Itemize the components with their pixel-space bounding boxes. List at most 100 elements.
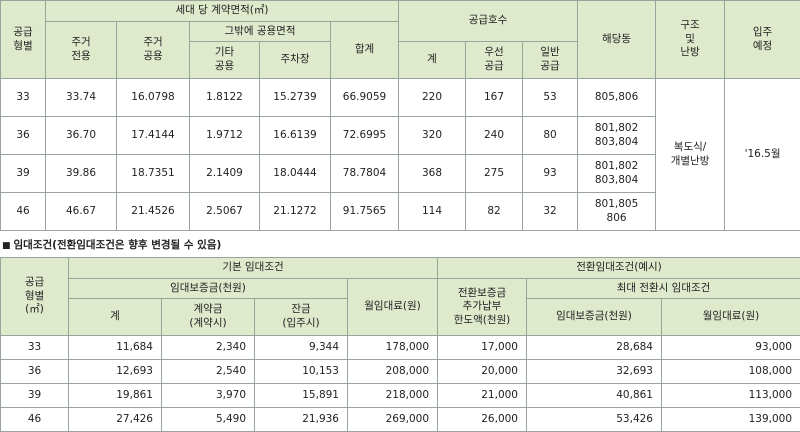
cell-conversion-limit: 21,000: [438, 384, 527, 408]
cell-total-area: 91.7565: [331, 193, 399, 231]
cell-deposit-total: 19,861: [69, 384, 162, 408]
cell-general: 32: [523, 193, 578, 231]
header-other-common: 기타 공용: [190, 42, 260, 79]
cell-res-common: 16.0798: [117, 79, 190, 117]
header-supply-units: 공급호수: [399, 1, 578, 42]
cell-deposit-total: 27,426: [69, 408, 162, 432]
cell-other-common: 2.1409: [190, 155, 260, 193]
cell-max-deposit: 32,693: [527, 360, 662, 384]
cell-type: 46: [1, 193, 46, 231]
rental-conditions-table: 공급 형별 (㎡) 기본 임대조건 전환임대조건(예시) 임대보증금(천원) 월…: [0, 257, 800, 432]
cell-units-total: 220: [399, 79, 466, 117]
header-supply-type: 공급 형별 (㎡): [1, 258, 69, 336]
cell-buildings: 805,806: [578, 79, 656, 117]
supply-area-table: 공급 형별 세대 당 계약면적(㎡) 공급호수 해당동 구조 및 난방 입주 예…: [0, 0, 800, 231]
header-movein: 입주 예정: [725, 1, 800, 79]
cell-res-common: 21.4526: [117, 193, 190, 231]
cell-balance: 15,891: [255, 384, 348, 408]
header-priority: 우선 공급: [466, 42, 523, 79]
cell-balance: 9,344: [255, 336, 348, 360]
cell-total-area: 78.7804: [331, 155, 399, 193]
cell-res-exclusive: 46.67: [46, 193, 117, 231]
cell-buildings: 801,802 803,804: [578, 155, 656, 193]
cell-other-common: 1.8122: [190, 79, 260, 117]
header-max-monthly: 월임대료(원): [662, 299, 800, 336]
cell-res-common: 17.4144: [117, 117, 190, 155]
cell-type: 46: [1, 408, 69, 432]
cell-down-payment: 2,540: [162, 360, 255, 384]
section-title: 임대조건(전환임대조건은 향후 변경될 수 있음): [14, 239, 222, 251]
table-row: 36 12,693 2,540 10,153 208,000 20,000 32…: [1, 360, 800, 384]
table-row: 46 27,426 5,490 21,936 269,000 26,000 53…: [1, 408, 800, 432]
cell-balance: 21,936: [255, 408, 348, 432]
cell-priority: 240: [466, 117, 523, 155]
header-max-deposit: 임대보증금(천원): [527, 299, 662, 336]
cell-res-common: 18.7351: [117, 155, 190, 193]
header-other-common-group: 그밖에 공용면적: [190, 22, 331, 42]
cell-conversion-limit: 20,000: [438, 360, 527, 384]
header-balance: 잔금 (입주시): [255, 299, 348, 336]
header-down-payment: 계약금 (계약시): [162, 299, 255, 336]
cell-movein: '16.5월: [725, 79, 800, 231]
cell-max-monthly: 108,000: [662, 360, 800, 384]
cell-structure: 복도식/ 개별난방: [656, 79, 725, 231]
header-deposit-total: 계: [69, 299, 162, 336]
cell-max-deposit: 53,426: [527, 408, 662, 432]
cell-down-payment: 3,970: [162, 384, 255, 408]
cell-priority: 275: [466, 155, 523, 193]
cell-type: 36: [1, 360, 69, 384]
cell-monthly-rent: 218,000: [348, 384, 438, 408]
cell-general: 80: [523, 117, 578, 155]
header-units-total: 계: [399, 42, 466, 79]
cell-conversion-limit: 26,000: [438, 408, 527, 432]
table-row: 39 19,861 3,970 15,891 218,000 21,000 40…: [1, 384, 800, 408]
header-basic-conditions: 기본 임대조건: [69, 258, 438, 279]
cell-total-area: 72.6995: [331, 117, 399, 155]
cell-max-monthly: 139,000: [662, 408, 800, 432]
square-bullet-icon: ■: [2, 241, 11, 251]
cell-parking: 15.2739: [260, 79, 331, 117]
header-structure: 구조 및 난방: [656, 1, 725, 79]
cell-units-total: 320: [399, 117, 466, 155]
cell-deposit-total: 11,684: [69, 336, 162, 360]
header-res-common: 주거 공용: [117, 22, 190, 79]
rental-conditions-heading: ■임대조건(전환임대조건은 향후 변경될 수 있음): [2, 237, 221, 252]
header-supply-type: 공급 형별: [1, 1, 46, 79]
cell-monthly-rent: 269,000: [348, 408, 438, 432]
cell-units-total: 368: [399, 155, 466, 193]
cell-conversion-limit: 17,000: [438, 336, 527, 360]
cell-type: 33: [1, 336, 69, 360]
header-monthly-rent: 월임대료(원): [348, 279, 438, 336]
table-row: 33 11,684 2,340 9,344 178,000 17,000 28,…: [1, 336, 800, 360]
cell-max-monthly: 113,000: [662, 384, 800, 408]
header-conversion-limit: 전환보증금 추가납부 한도액(천원): [438, 279, 527, 336]
cell-type: 33: [1, 79, 46, 117]
table-row: 33 33.74 16.0798 1.8122 15.2739 66.9059 …: [1, 79, 800, 117]
header-parking: 주차장: [260, 42, 331, 79]
header-deposit-group: 임대보증금(천원): [69, 279, 348, 299]
cell-balance: 10,153: [255, 360, 348, 384]
cell-down-payment: 2,340: [162, 336, 255, 360]
cell-down-payment: 5,490: [162, 408, 255, 432]
cell-priority: 167: [466, 79, 523, 117]
cell-priority: 82: [466, 193, 523, 231]
cell-type: 36: [1, 117, 46, 155]
cell-monthly-rent: 208,000: [348, 360, 438, 384]
cell-type: 39: [1, 384, 69, 408]
cell-max-monthly: 93,000: [662, 336, 800, 360]
header-total-area: 합계: [331, 22, 399, 79]
cell-other-common: 2.5067: [190, 193, 260, 231]
cell-other-common: 1.9712: [190, 117, 260, 155]
cell-monthly-rent: 178,000: [348, 336, 438, 360]
cell-parking: 21.1272: [260, 193, 331, 231]
cell-general: 53: [523, 79, 578, 117]
cell-parking: 18.0444: [260, 155, 331, 193]
cell-buildings: 801,802 803,804: [578, 117, 656, 155]
cell-parking: 16.6139: [260, 117, 331, 155]
cell-deposit-total: 12,693: [69, 360, 162, 384]
header-buildings: 해당동: [578, 1, 656, 79]
cell-total-area: 66.9059: [331, 79, 399, 117]
header-area-group: 세대 당 계약면적(㎡): [46, 1, 399, 22]
header-general: 일반 공급: [523, 42, 578, 79]
cell-res-exclusive: 33.74: [46, 79, 117, 117]
